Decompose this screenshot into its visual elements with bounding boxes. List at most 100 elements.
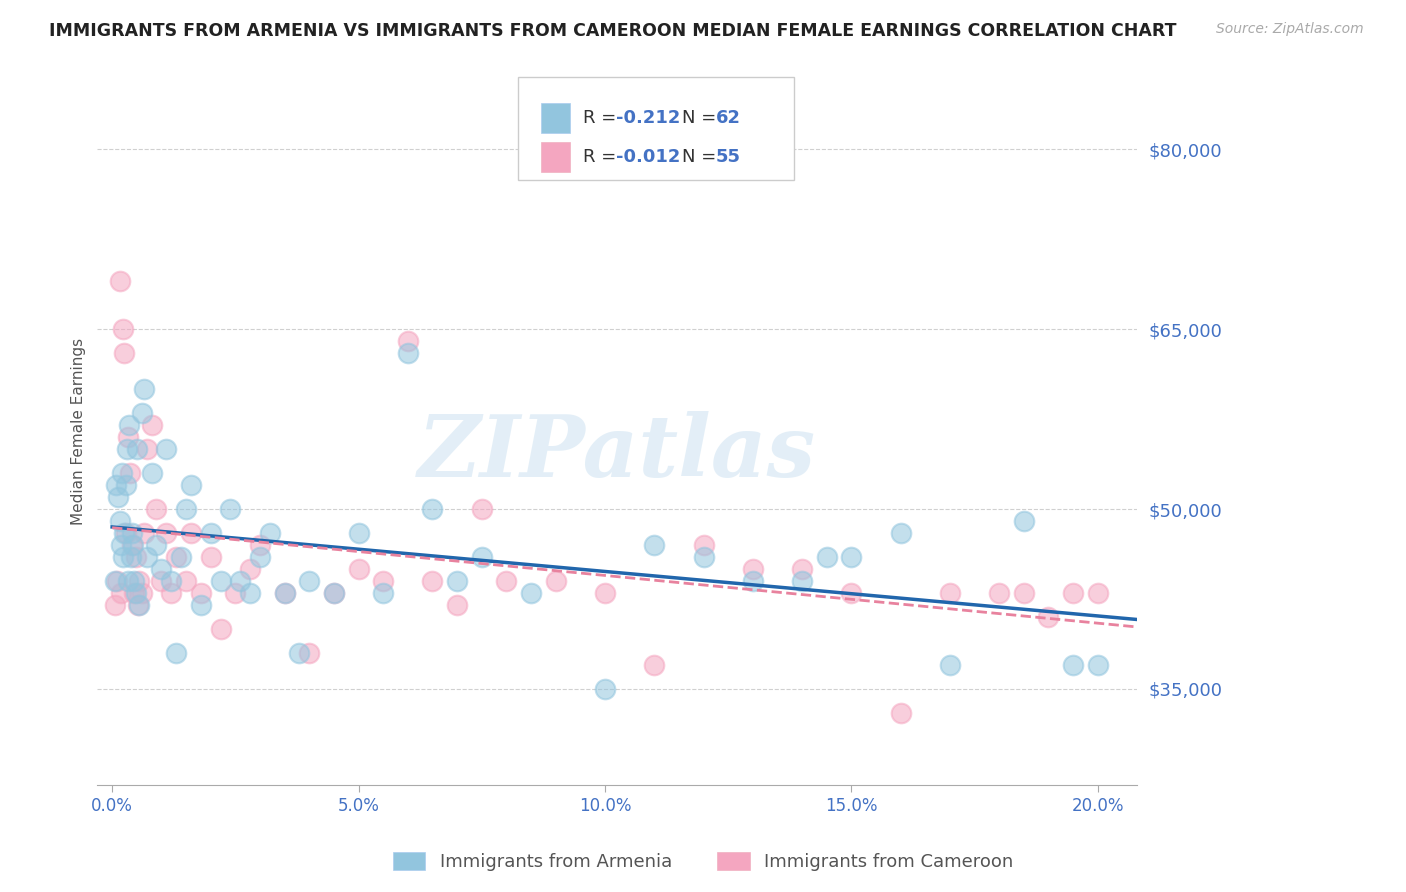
Point: [643, 657, 665, 672]
Point: [128, 598, 150, 612]
Text: R =: R =: [583, 109, 621, 128]
Point: [373, 574, 395, 588]
Text: 55: 55: [716, 148, 741, 166]
Point: [131, 406, 153, 420]
Point: [1087, 657, 1109, 672]
Point: [110, 538, 132, 552]
Point: [890, 526, 912, 541]
Point: [121, 538, 143, 552]
Point: [790, 574, 813, 588]
Text: N =: N =: [682, 148, 721, 166]
Point: [117, 430, 139, 444]
Point: [121, 538, 143, 552]
Point: [692, 549, 714, 564]
Point: [298, 574, 321, 588]
Point: [347, 562, 370, 576]
Point: [115, 478, 138, 492]
Point: [249, 549, 271, 564]
Text: ZIPatlas: ZIPatlas: [418, 410, 817, 494]
Point: [114, 346, 136, 360]
Point: [108, 274, 131, 288]
Point: [120, 549, 142, 564]
Point: [122, 586, 145, 600]
Point: [190, 598, 212, 612]
Point: [115, 442, 138, 456]
Text: 62: 62: [716, 109, 741, 128]
Point: [841, 549, 863, 564]
Point: [224, 586, 246, 600]
Point: [471, 502, 494, 516]
Point: [741, 574, 763, 588]
Point: [273, 586, 295, 600]
Text: N =: N =: [682, 109, 721, 128]
Point: [347, 526, 370, 541]
Point: [396, 334, 419, 348]
Point: [131, 586, 153, 600]
Point: [135, 442, 157, 456]
Point: [422, 574, 444, 588]
Point: [107, 490, 129, 504]
Point: [495, 574, 517, 588]
Point: [165, 646, 187, 660]
Point: [135, 549, 157, 564]
Point: [134, 526, 156, 541]
Text: Source: ZipAtlas.com: Source: ZipAtlas.com: [1216, 22, 1364, 37]
Point: [1062, 586, 1084, 600]
Point: [145, 538, 167, 552]
Point: [115, 526, 138, 541]
Point: [841, 586, 863, 600]
Y-axis label: Median Female Earnings: Median Female Earnings: [72, 337, 86, 524]
Point: [593, 681, 616, 696]
Point: [118, 418, 141, 433]
Point: [1062, 657, 1084, 672]
Point: [190, 586, 212, 600]
Point: [170, 549, 193, 564]
Point: [988, 586, 1011, 600]
Point: [111, 549, 134, 564]
Point: [111, 322, 134, 336]
Point: [741, 562, 763, 576]
Point: [105, 574, 128, 588]
Point: [692, 538, 714, 552]
Point: [1012, 586, 1035, 600]
Point: [160, 586, 183, 600]
Point: [249, 538, 271, 552]
Text: IMMIGRANTS FROM ARMENIA VS IMMIGRANTS FROM CAMEROON MEDIAN FEMALE EARNINGS CORRE: IMMIGRANTS FROM ARMENIA VS IMMIGRANTS FR…: [49, 22, 1177, 40]
FancyBboxPatch shape: [519, 78, 794, 180]
Point: [155, 442, 177, 456]
Point: [790, 562, 813, 576]
Point: [322, 586, 344, 600]
Point: [165, 549, 187, 564]
Point: [150, 562, 173, 576]
Point: [104, 598, 127, 612]
Point: [180, 526, 202, 541]
Point: [111, 466, 134, 480]
Point: [141, 418, 163, 433]
Point: [239, 586, 262, 600]
Point: [298, 646, 321, 660]
Point: [209, 622, 232, 636]
Point: [117, 574, 139, 588]
Point: [373, 586, 395, 600]
Point: [128, 574, 150, 588]
Point: [125, 549, 148, 564]
Point: [939, 657, 962, 672]
Point: [108, 514, 131, 528]
Point: [127, 598, 149, 612]
Point: [118, 466, 141, 480]
Point: [815, 549, 838, 564]
Point: [273, 586, 295, 600]
Point: [471, 549, 494, 564]
Point: [1012, 514, 1035, 528]
Point: [229, 574, 252, 588]
Point: [422, 502, 444, 516]
Text: -0.012: -0.012: [616, 148, 681, 166]
Point: [200, 526, 222, 541]
Point: [141, 466, 163, 480]
Point: [160, 574, 183, 588]
Point: [520, 586, 543, 600]
Point: [104, 574, 127, 588]
Text: -0.212: -0.212: [616, 109, 681, 128]
Point: [396, 346, 419, 360]
Point: [174, 574, 197, 588]
